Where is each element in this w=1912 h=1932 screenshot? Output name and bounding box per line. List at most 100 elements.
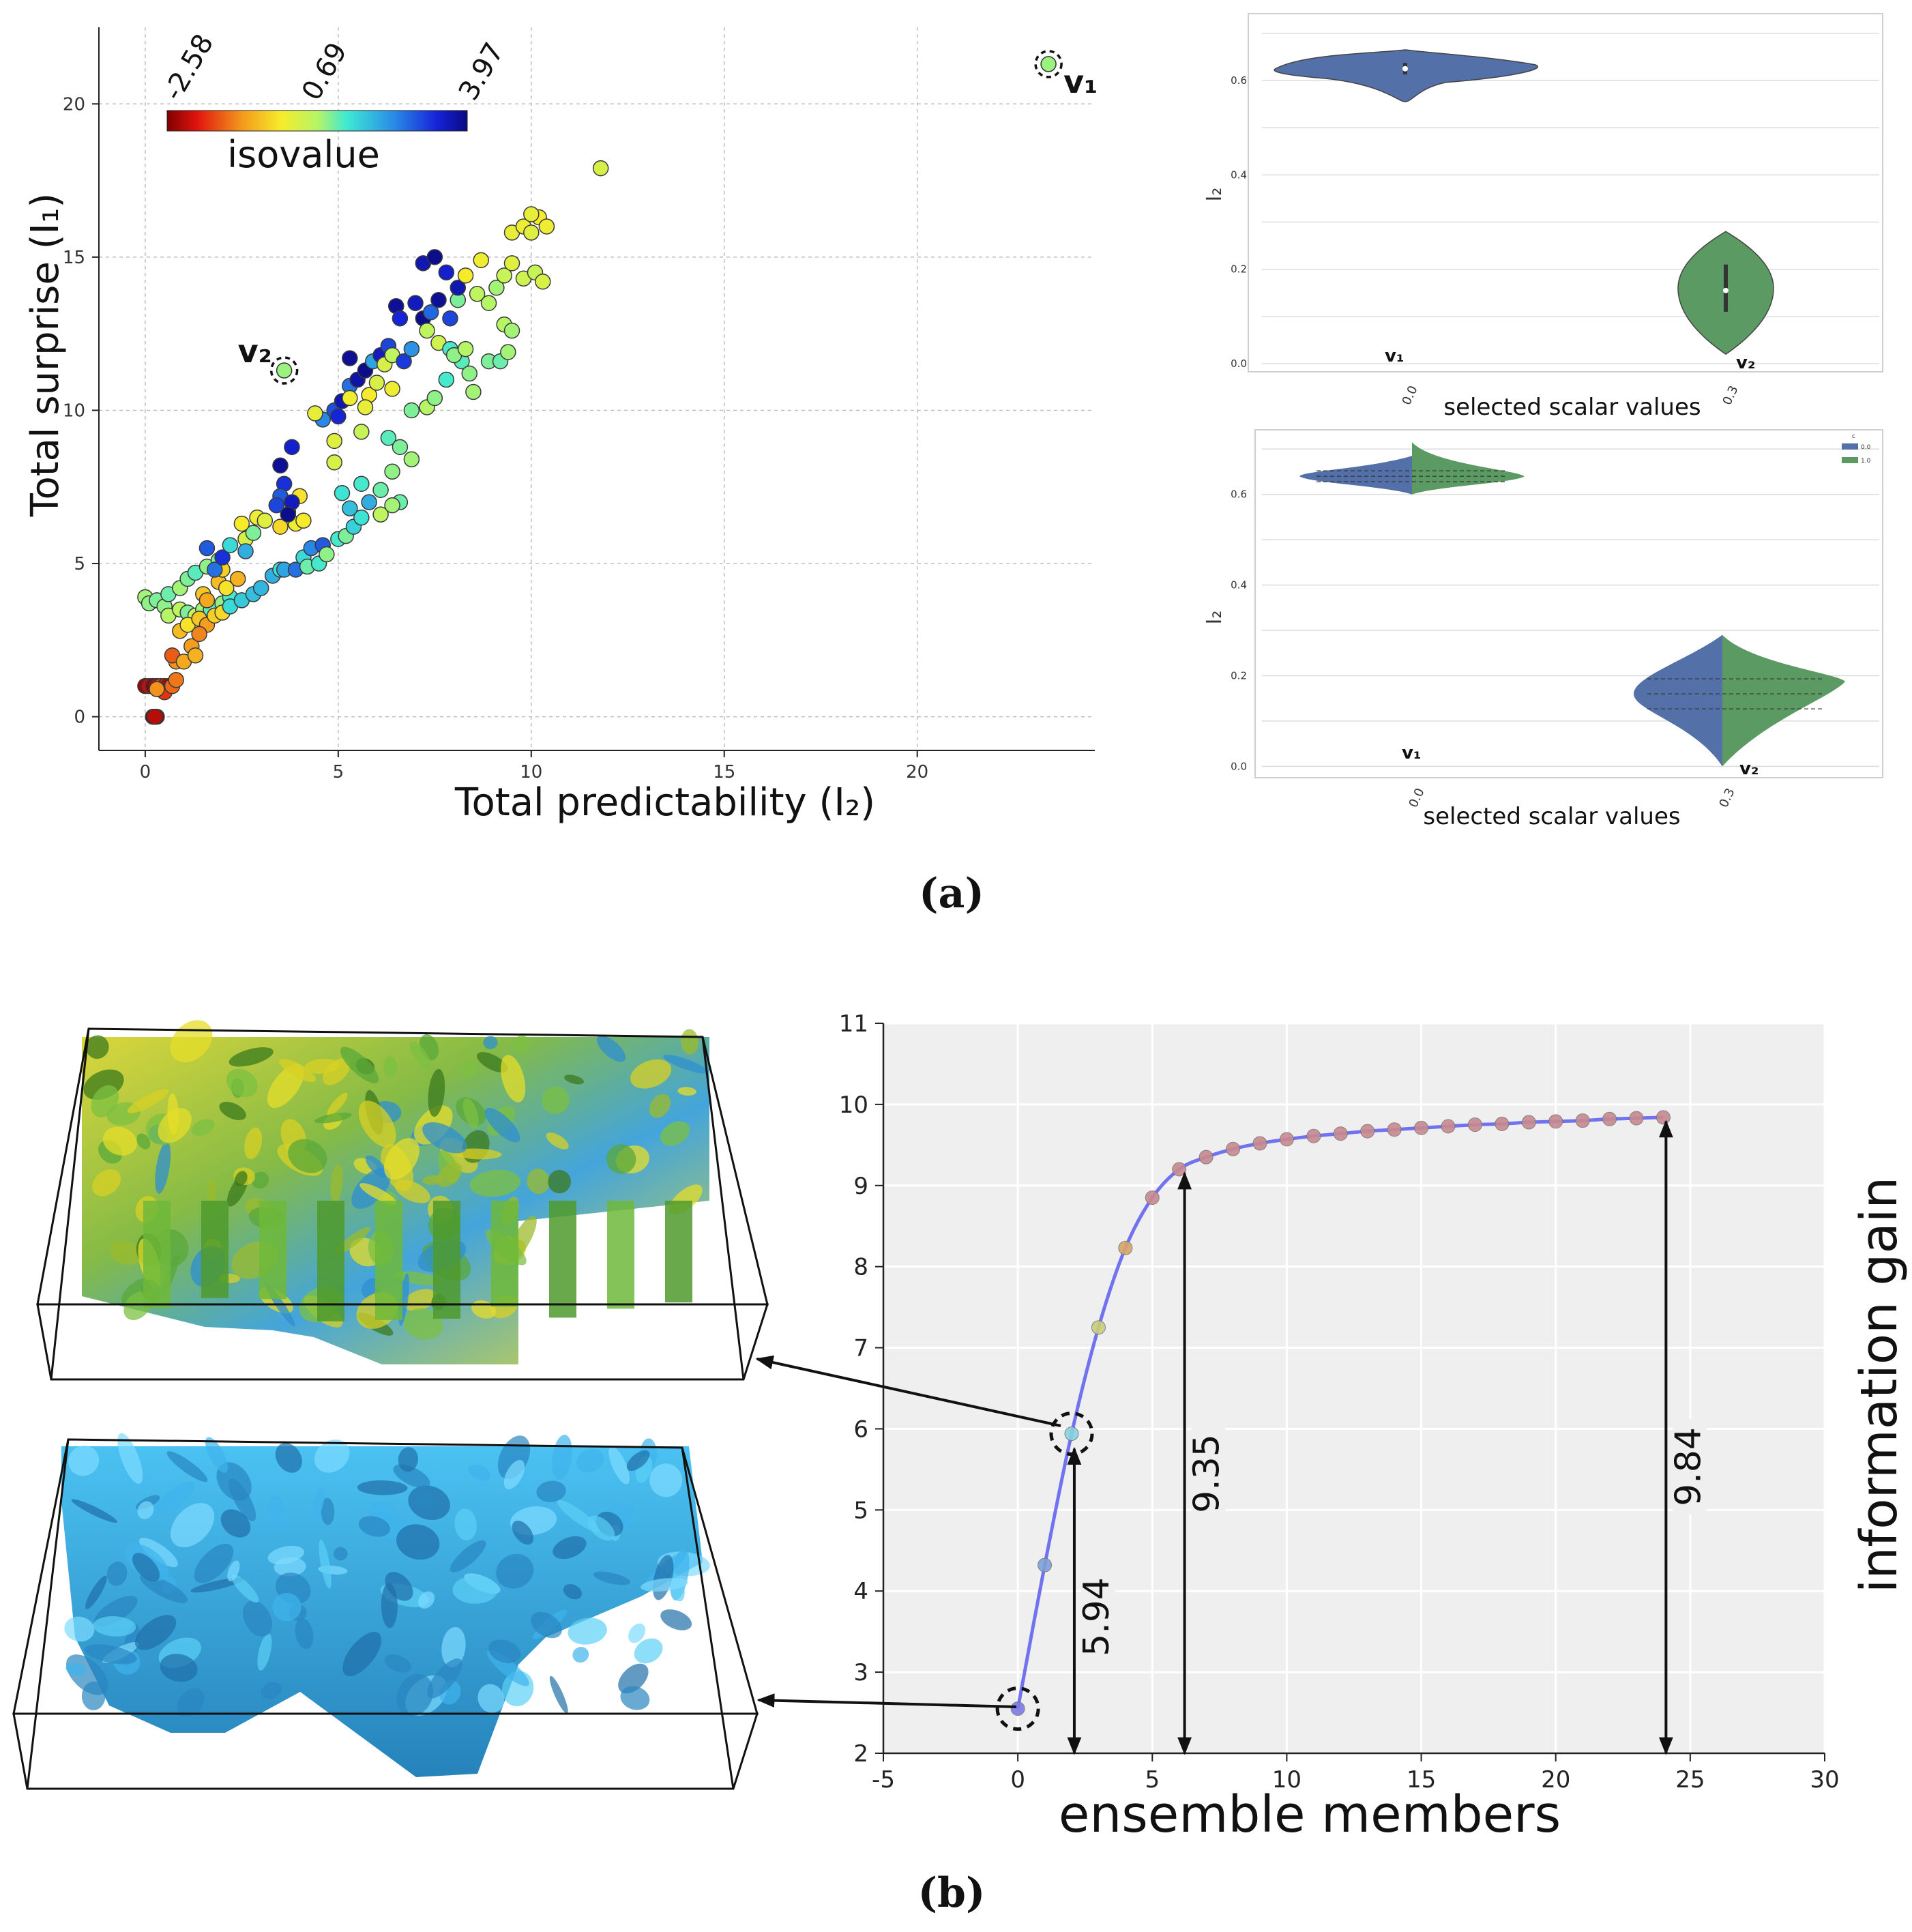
scatter-point xyxy=(450,280,467,296)
scatter-highlight-ring xyxy=(1034,50,1063,78)
scatter-point xyxy=(222,537,239,553)
scatter-point xyxy=(276,362,293,379)
scatter-point xyxy=(191,626,207,643)
scatter-chart: 0 5 10 15 20 0 5 10 15 20 v₁ v₂ Total predictabili… xyxy=(23,27,1098,825)
scatter-point xyxy=(426,249,443,265)
scatter-y-tick-label: 20 xyxy=(63,94,85,115)
scatter-x-axis-label: Total predictability (I₂) xyxy=(454,780,875,825)
scatter-point xyxy=(430,291,447,308)
info-gain-point xyxy=(1064,1426,1079,1441)
info-gain-curve xyxy=(995,1110,1671,1731)
violin-median-dot xyxy=(1402,65,1408,72)
colorbar-tick-min: -2.58 xyxy=(158,29,220,106)
colorbar-tick-max: 3.97 xyxy=(453,38,510,106)
scatter-point xyxy=(503,322,520,339)
violin-chart-bottom: 0.0 0.2 0.4 0.6 0.0 0.3 v₁ v₂ I₂ selected scala… xyxy=(1203,429,1883,830)
scatter-point xyxy=(407,295,424,311)
scatter-point xyxy=(237,543,254,559)
violin-y-tick-label: 0.4 xyxy=(1231,169,1247,181)
scatter-point xyxy=(457,267,474,284)
info-gain-x-axis-label: ensemble members xyxy=(1059,1785,1561,1844)
scatter-x-tick-label: 20 xyxy=(906,762,928,782)
scatter-point xyxy=(403,451,420,468)
scatter-point xyxy=(473,252,489,269)
info-gain-y-tick-label: 7 xyxy=(853,1335,868,1362)
scatter-point xyxy=(353,424,370,440)
scatter-point xyxy=(438,264,455,281)
scatter-point xyxy=(149,681,165,697)
violin-marker-label: v₂ xyxy=(1739,759,1759,779)
info-gain-value-label: 9.84 xyxy=(1668,1427,1709,1506)
scatter-point xyxy=(438,371,455,388)
scatter-point xyxy=(218,580,235,596)
scatter-point xyxy=(319,546,335,563)
info-gain-value-label: 9.35 xyxy=(1187,1434,1228,1513)
violin-median-dot xyxy=(1723,287,1729,293)
info-gain-point xyxy=(1602,1111,1617,1126)
scatter-y-tick-label: 10 xyxy=(63,400,85,421)
scatter-point xyxy=(523,206,540,222)
scatter-point xyxy=(403,402,420,419)
info-gain-point xyxy=(1198,1150,1214,1165)
scatter-point xyxy=(307,405,323,422)
colorbar: -2.58 0.69 3.97 isovalue xyxy=(158,29,510,176)
legend-swatch-0 xyxy=(1842,443,1858,450)
info-gain-y-axis-label: information gain xyxy=(1850,1177,1909,1593)
scatter-point xyxy=(168,671,184,688)
violin-chart-top: 0.0 0.2 0.4 0.6 0.0 0.3 v₁ v₂ I₂ selected scala… xyxy=(1203,13,1883,421)
scatter-point xyxy=(384,463,400,480)
violin-bottom-y-label: I₂ xyxy=(1203,611,1226,625)
scatter-highlight-ring xyxy=(269,356,299,385)
info-gain-y-tick-label: 3 xyxy=(853,1659,868,1686)
scatter-point xyxy=(372,506,389,523)
violin-top-x-label: selected scalar values xyxy=(1443,394,1701,421)
panel-label-b: (b) xyxy=(918,1869,986,1917)
info-gain-point xyxy=(1656,1110,1671,1125)
scatter-point xyxy=(403,340,420,357)
scatter-point xyxy=(326,433,342,450)
violin-split-right xyxy=(1722,634,1845,767)
info-gain-y-tick-label: 4 xyxy=(853,1578,868,1605)
scatter-y-tick-label: 5 xyxy=(74,554,85,574)
scatter-point xyxy=(272,457,289,474)
scatter-y-tick-label: 15 xyxy=(63,248,85,268)
info-gain-point xyxy=(1575,1113,1590,1128)
scatter-point xyxy=(500,344,516,360)
iso-top-bounding-box xyxy=(36,1027,769,1381)
legend-title: c xyxy=(1852,433,1855,440)
scatter-point xyxy=(295,512,312,529)
info-gain-point xyxy=(1629,1111,1644,1126)
violin-bottom-legend: c 0.0 1.0 xyxy=(1842,433,1871,465)
scatter-point xyxy=(147,708,163,725)
info-gain-point xyxy=(1360,1124,1375,1139)
info-gain-x-tick-label: 20 xyxy=(1541,1766,1570,1794)
info-gain-value-arrows: 5.94 9.35 9.84 xyxy=(1067,1119,1709,1755)
scatter-annotation-label: v₂ xyxy=(238,333,272,370)
scatter-point xyxy=(503,255,520,272)
scatter-point xyxy=(384,381,400,397)
scatter-x-tick-label: 0 xyxy=(140,762,151,782)
scatter-point xyxy=(272,518,289,535)
scatter-point xyxy=(592,160,609,177)
scatter-point xyxy=(280,506,297,523)
info-gain-value-label: 5.94 xyxy=(1076,1577,1117,1656)
scatter-point xyxy=(469,286,486,302)
info-gain-x-tick-label: 30 xyxy=(1810,1766,1839,1794)
scatter-point xyxy=(488,280,505,296)
scatter-point xyxy=(198,540,216,557)
violin-split-left xyxy=(1299,456,1412,495)
info-gain-point xyxy=(1467,1117,1482,1132)
info-gain-point xyxy=(1441,1119,1456,1134)
info-gain-axes: -5 0 5 10 15 20 25 30 2 3 4 5 6 7 8 9 10 11 xyxy=(839,1010,1840,1794)
scatter-point xyxy=(480,295,497,311)
violin-y-tick-label: 0.2 xyxy=(1231,669,1247,682)
info-gain-y-tick-label: 9 xyxy=(853,1173,868,1200)
scatter-gridlines xyxy=(99,27,1095,750)
scatter-axes: 0 5 10 15 20 0 5 10 15 20 xyxy=(63,27,1095,782)
info-gain-point xyxy=(1252,1136,1267,1151)
info-gain-point xyxy=(1333,1126,1348,1141)
panel-label-a: (a) xyxy=(919,870,984,918)
scatter-point xyxy=(426,390,443,407)
violin-bottom-x-label: selected scalar values xyxy=(1423,803,1680,830)
info-gain-point xyxy=(1145,1190,1160,1205)
